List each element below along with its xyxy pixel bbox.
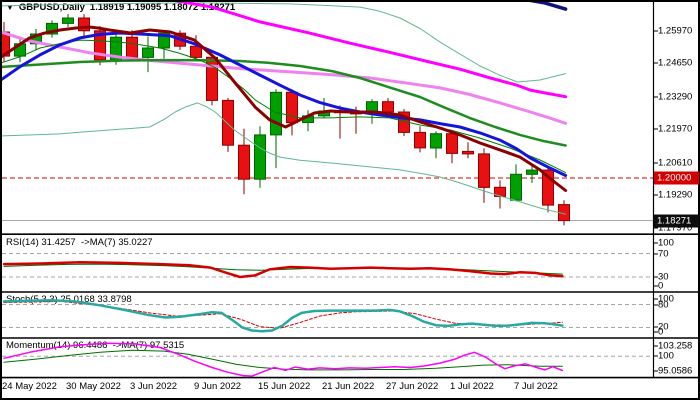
mom-ma xyxy=(3,349,563,371)
candle-body xyxy=(478,153,490,188)
date-axis-label: 27 Jun 2022 xyxy=(386,381,439,392)
main-price-panel xyxy=(2,2,653,226)
candle-body xyxy=(46,22,58,35)
candle-body xyxy=(222,99,234,146)
resistance-price-badge: 1.20000 xyxy=(654,171,699,185)
stoch-main xyxy=(2,299,564,333)
rsi-axis-label: 0 xyxy=(658,280,664,292)
stoch-axis-label: 80 xyxy=(658,299,669,311)
rsi-axis-label: 70 xyxy=(658,248,669,260)
rsi-axis-label: 30 xyxy=(658,271,669,283)
candle-body xyxy=(382,101,394,113)
ma-navy xyxy=(529,2,568,11)
price-axis-label: 1.24650 xyxy=(658,57,693,69)
ma-maroon xyxy=(2,25,568,192)
candle-body xyxy=(142,47,154,58)
ma-plum xyxy=(2,30,568,125)
candle-body xyxy=(94,30,106,61)
ma-magenta xyxy=(174,2,568,99)
candle-body xyxy=(126,36,138,58)
symbol-dropdown-icon[interactable]: ▼ xyxy=(6,3,14,12)
date-axis-label: 9 Jun 2022 xyxy=(194,381,242,392)
price-axis-label: 1.20610 xyxy=(658,157,693,169)
ma-green-thin xyxy=(2,39,567,174)
stoch-axis-label: 100 xyxy=(658,293,674,305)
rsi-main xyxy=(2,261,564,279)
rsi-ma xyxy=(3,263,563,275)
candle-body xyxy=(78,17,90,32)
date-axis-label: 3 Jun 2022 xyxy=(130,381,178,392)
candle-body xyxy=(462,150,474,155)
candle-body xyxy=(510,173,522,201)
date-axis-label: 21 Jun 2022 xyxy=(322,381,375,392)
momentum-axis-label: 100 xyxy=(658,350,674,362)
candle-body xyxy=(62,17,74,24)
momentum-axis-label: 103.258 xyxy=(658,340,693,352)
date-axis-label: 7 Jul 2022 xyxy=(514,381,558,392)
mom-panel xyxy=(2,342,653,377)
band-upper xyxy=(2,2,567,83)
momentum-axis-label: 95.0586 xyxy=(658,365,693,377)
date-axis-label: 15 Jun 2022 xyxy=(258,381,311,392)
candle-body xyxy=(254,134,266,180)
candle-body xyxy=(542,169,554,206)
candle-body xyxy=(526,169,538,175)
stoch-axis-label: 20 xyxy=(658,321,669,333)
current-price-badge: 1.18271 xyxy=(654,214,699,228)
momentum-indicator-label: Momentum(14) 96.4486 ->MA(7) 97.5315 xyxy=(6,340,185,351)
price-axis-label: 1.23290 xyxy=(658,91,693,103)
date-axis-label: 24 May 2022 xyxy=(2,381,57,392)
ma-blue xyxy=(2,31,568,177)
candlesticks xyxy=(2,14,570,226)
symbol-period-label: GBPUSD,Daily xyxy=(18,2,85,13)
band-lower xyxy=(2,102,567,215)
ma-green xyxy=(2,58,567,147)
price-axis-label: 1.17970 xyxy=(658,222,693,234)
rsi-axis-label: 100 xyxy=(658,237,674,249)
candle-body xyxy=(414,131,426,149)
candle-body xyxy=(158,32,170,49)
price-axis-label: 1.21970 xyxy=(658,123,693,135)
mom-main xyxy=(3,342,564,377)
candle-body xyxy=(446,133,458,154)
price-axis-label: 1.25970 xyxy=(658,25,693,37)
date-axis-label: 1 Jul 2022 xyxy=(450,381,494,392)
date-axis-label: 30 May 2022 xyxy=(66,381,121,392)
rsi-panel xyxy=(2,253,653,279)
candle-body xyxy=(190,45,202,58)
rsi-indicator-label: RSI(14) 31.4257 ->MA(7) 35.0227 xyxy=(6,237,153,248)
stoch-axis-label: 0 xyxy=(658,326,664,338)
candle-body xyxy=(286,91,298,124)
candle-body xyxy=(430,133,442,149)
candle-body xyxy=(238,144,250,180)
stoch-panel xyxy=(2,299,653,333)
price-axis-label: 1.19290 xyxy=(658,189,693,201)
